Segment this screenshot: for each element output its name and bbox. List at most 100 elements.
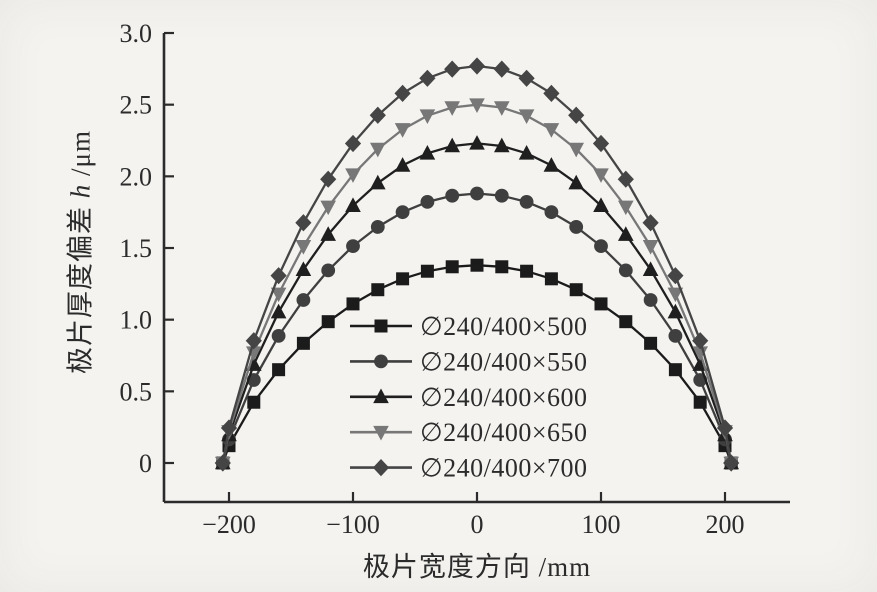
data-point-square — [668, 363, 682, 377]
data-point-circle — [445, 188, 460, 203]
data-point-triangle-up — [518, 144, 535, 160]
data-point-triangle-up — [320, 226, 336, 241]
data-point-triangle-up — [667, 303, 684, 319]
data-point-square — [247, 395, 261, 409]
data-point-triangle-down — [320, 200, 336, 216]
data-point-diamond — [568, 106, 585, 124]
y-axis-tick-label: 0.5 — [120, 377, 153, 406]
y-axis-title-variable: h — [65, 183, 96, 199]
data-point-triangle-down — [295, 239, 312, 255]
data-point-triangle-down — [419, 109, 436, 125]
x-axis-tick-label: 200 — [706, 510, 745, 539]
data-point-triangle-up — [394, 157, 411, 172]
data-point-triangle-down — [469, 98, 485, 113]
data-point-square — [520, 264, 534, 278]
data-point-diamond — [723, 454, 740, 472]
legend-swatch-triangle-up — [373, 388, 389, 404]
data-point-triangle-up — [270, 303, 287, 319]
data-point-triangle-up — [618, 226, 634, 241]
data-point-triangle-down — [593, 168, 609, 183]
data-point-diamond — [444, 60, 461, 78]
data-point-diamond — [716, 419, 734, 437]
data-point-circle — [346, 239, 360, 254]
data-point-triangle-down — [370, 142, 386, 158]
data-point-circle — [569, 220, 584, 234]
data-point-diamond — [320, 170, 337, 188]
data-point-circle — [470, 186, 484, 201]
data-point-diamond — [295, 214, 312, 232]
data-point-diamond — [369, 106, 386, 124]
data-point-circle — [494, 188, 509, 203]
x-axis-tick-label: −100 — [326, 510, 380, 539]
data-point-square — [644, 336, 658, 350]
y-axis-title-unit: /μm — [65, 130, 96, 184]
data-point-circle — [420, 194, 435, 209]
data-point-triangle-up — [469, 135, 485, 150]
data-point-triangle-up — [642, 261, 659, 276]
data-point-circle — [296, 293, 311, 307]
data-point-triangle-down — [494, 101, 510, 116]
data-point-triangle-down — [518, 109, 535, 125]
legend-swatch-circle — [374, 354, 388, 369]
data-point-square — [619, 315, 633, 329]
data-point-square — [346, 297, 360, 311]
legend-label: ∅240/400×650 — [420, 418, 588, 447]
data-point-diamond — [220, 419, 238, 437]
data-point-triangle-down — [543, 123, 560, 138]
data-point-triangle-up — [543, 157, 560, 172]
y-axis-tick-label: 0 — [139, 449, 152, 478]
data-point-triangle-down — [345, 168, 361, 183]
legend-swatch-square — [374, 319, 388, 333]
data-point-square — [272, 363, 286, 377]
data-point-diamond — [617, 170, 634, 188]
data-point-diamond — [468, 57, 486, 75]
data-point-triangle-down — [444, 101, 460, 116]
data-point-square — [296, 336, 310, 350]
data-point-circle — [643, 293, 658, 307]
data-point-circle — [395, 205, 410, 220]
data-point-square — [420, 264, 434, 278]
data-point-triangle-down — [394, 123, 411, 138]
data-point-square — [594, 297, 608, 311]
data-point-diamond — [692, 332, 709, 350]
data-point-triangle-down — [246, 346, 262, 361]
data-point-triangle-up — [568, 174, 584, 190]
x-axis-tick-label: 100 — [582, 510, 621, 539]
data-point-diamond — [592, 134, 610, 153]
data-point-diamond — [419, 69, 436, 87]
data-point-triangle-up — [444, 137, 460, 153]
y-axis-tick-label: 1.0 — [120, 306, 153, 335]
data-point-triangle-up — [494, 137, 510, 153]
y-axis-title: 极片厚度偏差 h /μm — [59, 130, 98, 374]
data-point-diamond — [642, 214, 659, 232]
y-axis-title-prefix: 极片厚度偏差 — [65, 198, 96, 374]
data-point-diamond — [344, 134, 362, 153]
data-point-diamond — [518, 69, 535, 87]
data-point-triangle-up — [593, 197, 609, 213]
data-point-triangle-down — [667, 287, 684, 303]
data-point-square — [396, 272, 410, 286]
data-point-circle — [321, 263, 336, 278]
x-axis-tick-label: 0 — [471, 510, 484, 539]
data-point-diamond — [394, 84, 411, 102]
x-axis-title: 极片宽度方向 /mm — [362, 552, 592, 582]
legend-label: ∅240/400×550 — [420, 347, 588, 376]
y-axis-tick-label: 1.5 — [120, 234, 153, 263]
y-axis-tick-label: 3.0 — [120, 19, 153, 48]
data-point-triangle-down — [618, 200, 634, 216]
data-point-circle — [370, 220, 385, 234]
data-point-square — [495, 260, 509, 274]
legend-swatch-triangle-down — [373, 425, 389, 441]
data-point-diamond — [245, 332, 262, 350]
data-point-triangle-up — [370, 174, 386, 190]
legend-label: ∅240/400×500 — [420, 312, 588, 341]
data-point-triangle-up — [295, 261, 312, 276]
data-point-circle — [594, 239, 608, 254]
data-point-square — [544, 272, 558, 286]
y-axis-tick-label: 2.0 — [120, 162, 153, 191]
data-point-triangle-up — [419, 144, 436, 160]
y-axis-tick-label: 2.5 — [120, 91, 153, 120]
data-point-diamond — [214, 454, 231, 472]
